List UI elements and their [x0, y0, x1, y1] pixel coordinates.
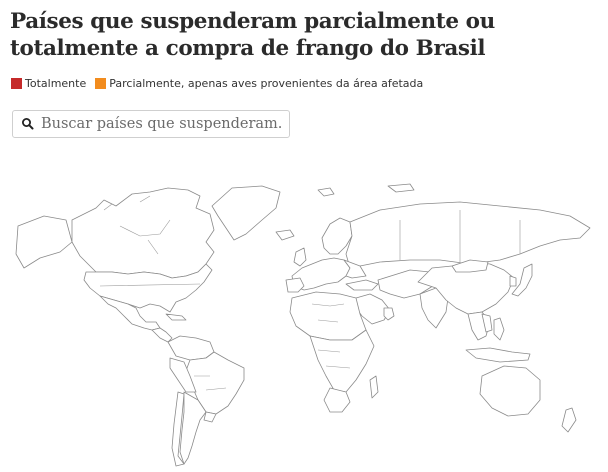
- legend: Totalmente Parcialmente, apenas aves pro…: [11, 77, 432, 90]
- map-title: Países que suspenderam parcialmente ou t…: [10, 9, 495, 61]
- country-uae-oman[interactable]: [383, 307, 395, 321]
- country-russia[interactable]: [345, 201, 591, 269]
- country-uruguay[interactable]: [203, 411, 217, 423]
- country-peru-bolivia[interactable]: [169, 357, 197, 393]
- country-south-korea[interactable]: [509, 275, 517, 287]
- country-cuba[interactable]: [165, 313, 187, 321]
- country-russia-islands[interactable]: [387, 183, 415, 193]
- country-iberia[interactable]: [285, 277, 305, 293]
- country-canada[interactable]: [71, 187, 215, 279]
- legend-label-total: Totalmente: [25, 77, 87, 90]
- country-uk[interactable]: [293, 247, 307, 267]
- world-map: [15, 183, 591, 467]
- country-svalbard[interactable]: [317, 187, 335, 197]
- country-new-zealand[interactable]: [561, 407, 577, 433]
- country-australia[interactable]: [479, 365, 541, 417]
- country-scandinavia[interactable]: [321, 217, 353, 255]
- country-colombia-venezuela[interactable]: [167, 335, 215, 361]
- country-chile[interactable]: [171, 391, 185, 467]
- country-central-america[interactable]: [151, 327, 173, 343]
- country-vietnam[interactable]: [481, 313, 493, 333]
- country-philippines[interactable]: [493, 317, 505, 341]
- legend-item-partial: Parcialmente, apenas aves provenientes d…: [95, 77, 423, 90]
- legend-item-total: Totalmente: [11, 77, 86, 90]
- legend-label-partial: Parcialmente, apenas aves provenientes d…: [109, 77, 424, 90]
- country-ukraine-belarus[interactable]: [343, 259, 367, 279]
- country-greenland[interactable]: [211, 185, 281, 241]
- country-indonesia[interactable]: [465, 347, 531, 363]
- country-madagascar[interactable]: [369, 375, 379, 399]
- legend-swatch-total: [11, 78, 22, 89]
- country-iceland[interactable]: [275, 229, 295, 241]
- legend-swatch-partial: [95, 78, 107, 89]
- country-argentina[interactable]: [179, 391, 207, 465]
- country-japan[interactable]: [511, 263, 533, 297]
- search-box[interactable]: [12, 110, 290, 138]
- search-input[interactable]: [41, 116, 281, 132]
- country-south-africa[interactable]: [323, 387, 351, 413]
- country-africa-central[interactable]: [309, 329, 375, 393]
- country-mongolia[interactable]: [451, 259, 489, 273]
- country-usa-alaska[interactable]: [15, 215, 73, 269]
- country-africa-north[interactable]: [289, 291, 367, 341]
- country-turkey[interactable]: [345, 279, 379, 291]
- magnifier-icon: [22, 118, 34, 130]
